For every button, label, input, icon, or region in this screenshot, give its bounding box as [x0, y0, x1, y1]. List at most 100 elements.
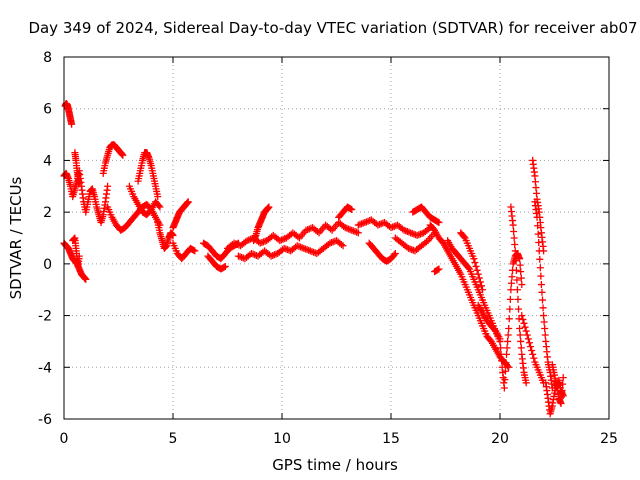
- data-point: [503, 350, 511, 358]
- data-point: [475, 274, 483, 282]
- data-point: [479, 286, 487, 294]
- data-point: [516, 255, 524, 263]
- series-arc-n: [204, 252, 229, 273]
- data-point: [191, 247, 199, 255]
- data-point: [511, 247, 519, 255]
- data-point: [536, 255, 544, 263]
- y-tick-label: 4: [43, 153, 52, 169]
- data-point: [529, 350, 537, 358]
- data-point: [471, 259, 479, 267]
- series-arc-h: [134, 149, 162, 201]
- data-point: [337, 240, 345, 248]
- data-point: [509, 221, 517, 229]
- y-tick-label: 6: [43, 102, 52, 118]
- data-point: [504, 362, 512, 370]
- data-point: [154, 193, 162, 201]
- data-point: [541, 325, 549, 332]
- x-tick-label: 20: [491, 431, 509, 447]
- x-tick-label: 0: [60, 431, 69, 447]
- data-point: [348, 206, 356, 214]
- x-tick-label: 5: [169, 431, 178, 447]
- data-point: [473, 266, 481, 274]
- data-point: [422, 238, 430, 246]
- data-point: [517, 268, 525, 276]
- data-point: [104, 182, 112, 190]
- data-points: [60, 100, 567, 418]
- series-arc-aa: [431, 265, 443, 276]
- data-point: [559, 374, 567, 382]
- data-point: [470, 255, 478, 263]
- data-point: [501, 367, 509, 375]
- series-arc-l: [169, 239, 199, 263]
- data-point: [541, 331, 549, 339]
- data-point: [517, 337, 525, 345]
- series-arc-f: [99, 141, 127, 177]
- series-arc-g: [104, 200, 164, 234]
- y-tick-label: 8: [43, 50, 52, 66]
- data-point: [265, 203, 273, 211]
- data-point: [354, 229, 362, 237]
- series-arc-v: [409, 203, 443, 226]
- data-point: [540, 312, 548, 320]
- data-point: [155, 202, 163, 210]
- data-point: [527, 343, 535, 351]
- data-point: [510, 228, 518, 236]
- data-point: [540, 318, 548, 326]
- data-point: [75, 252, 83, 260]
- data-point: [519, 315, 527, 323]
- series-arc-ac: [507, 203, 530, 387]
- data-point: [156, 203, 164, 211]
- data-point: [503, 344, 511, 352]
- data-point: [496, 337, 504, 345]
- y-tick-label: -4: [38, 360, 52, 376]
- data-point: [75, 180, 83, 188]
- data-point: [533, 213, 541, 221]
- data-point: [538, 288, 546, 296]
- data-point: [169, 231, 177, 239]
- data-point: [390, 251, 398, 259]
- data-point: [501, 376, 509, 384]
- series-arc-ah: [548, 361, 567, 400]
- data-point: [464, 264, 472, 272]
- data-point: [524, 335, 532, 343]
- data-point: [512, 266, 520, 274]
- series-arc-i: [125, 182, 164, 219]
- data-point: [68, 120, 76, 128]
- data-point: [525, 339, 533, 347]
- y-axis-label: SDTVAR / TECUs: [7, 176, 25, 299]
- x-tick-label: 25: [600, 431, 618, 447]
- data-point: [507, 279, 515, 287]
- data-point: [517, 274, 525, 282]
- data-point: [511, 240, 519, 248]
- data-point: [512, 257, 520, 265]
- data-point: [536, 264, 544, 272]
- data-point: [510, 234, 518, 242]
- data-point: [537, 281, 545, 289]
- data-point: [505, 315, 513, 323]
- data-point: [518, 281, 526, 289]
- data-point: [460, 233, 468, 241]
- data-point: [539, 296, 547, 304]
- series-arc-e: [71, 149, 83, 188]
- data-point: [500, 384, 508, 392]
- series-arc-k: [169, 198, 192, 232]
- tick-labels: 0 5 10 15 20 25 -6 -4 -2 0 2 4 6 8: [38, 50, 618, 447]
- series-arc-ab: [496, 250, 526, 392]
- y-tick-label: 2: [43, 205, 52, 221]
- data-point: [435, 218, 443, 226]
- series-arc-u: [391, 229, 439, 255]
- series-arc-af: [518, 312, 548, 387]
- data-point: [513, 276, 521, 284]
- data-point: [339, 242, 347, 250]
- data-point: [535, 239, 543, 247]
- data-point: [506, 295, 514, 303]
- data-point: [521, 323, 529, 331]
- data-point: [522, 327, 530, 335]
- series-arc-q: [250, 203, 273, 245]
- data-point: [516, 325, 524, 332]
- data-point: [435, 265, 443, 273]
- data-point: [517, 344, 525, 352]
- data-point: [516, 331, 524, 339]
- data-point: [507, 286, 515, 294]
